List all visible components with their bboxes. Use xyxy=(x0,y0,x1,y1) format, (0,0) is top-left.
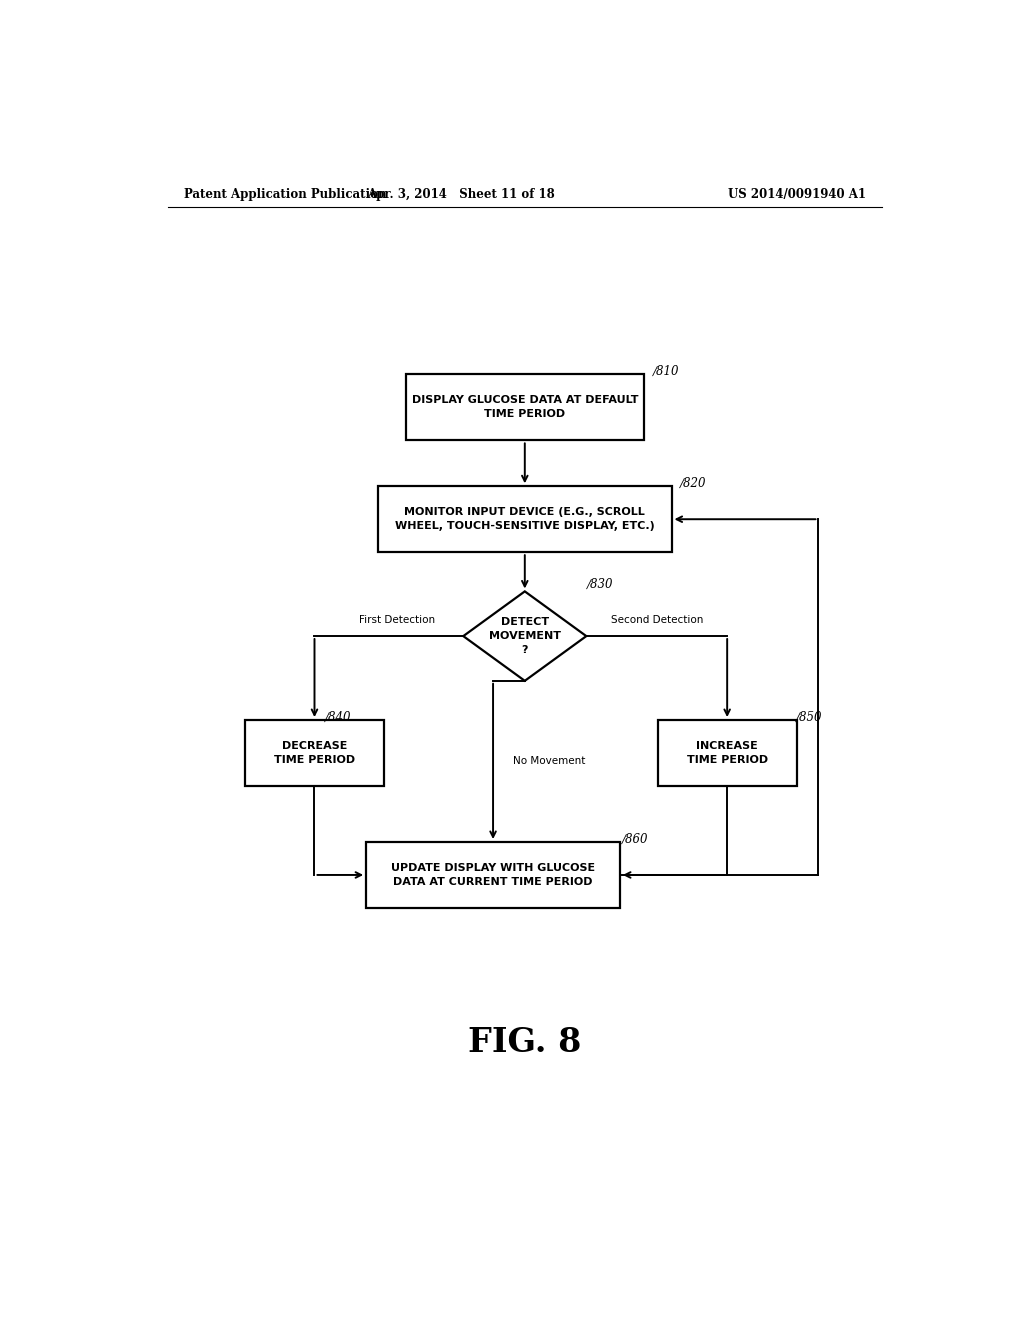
Text: INCREASE
TIME PERIOD: INCREASE TIME PERIOD xyxy=(687,741,768,766)
Text: No Movement: No Movement xyxy=(513,756,586,767)
Text: ∕860: ∕860 xyxy=(622,833,648,845)
Text: DISPLAY GLUCOSE DATA AT DEFAULT
TIME PERIOD: DISPLAY GLUCOSE DATA AT DEFAULT TIME PER… xyxy=(412,396,638,420)
Text: ∕850: ∕850 xyxy=(797,710,822,723)
FancyBboxPatch shape xyxy=(245,719,384,785)
FancyBboxPatch shape xyxy=(657,719,797,785)
Text: Patent Application Publication: Patent Application Publication xyxy=(183,189,386,202)
Text: First Detection: First Detection xyxy=(358,615,435,624)
Text: DECREASE
TIME PERIOD: DECREASE TIME PERIOD xyxy=(274,741,355,766)
FancyBboxPatch shape xyxy=(367,842,621,908)
FancyBboxPatch shape xyxy=(378,486,672,552)
Text: Apr. 3, 2014   Sheet 11 of 18: Apr. 3, 2014 Sheet 11 of 18 xyxy=(368,189,555,202)
Polygon shape xyxy=(463,591,587,681)
Text: DETECT
MOVEMENT
?: DETECT MOVEMENT ? xyxy=(488,618,561,655)
Text: MONITOR INPUT DEVICE (E.G., SCROLL
WHEEL, TOUCH-SENSITIVE DISPLAY, ETC.): MONITOR INPUT DEVICE (E.G., SCROLL WHEEL… xyxy=(395,507,654,531)
Text: ∕830: ∕830 xyxy=(587,578,613,591)
Text: ∕840: ∕840 xyxy=(325,710,351,723)
Text: UPDATE DISPLAY WITH GLUCOSE
DATA AT CURRENT TIME PERIOD: UPDATE DISPLAY WITH GLUCOSE DATA AT CURR… xyxy=(391,863,595,887)
Text: US 2014/0091940 A1: US 2014/0091940 A1 xyxy=(728,189,866,202)
Text: Second Detection: Second Detection xyxy=(610,615,702,624)
Text: FIG. 8: FIG. 8 xyxy=(468,1026,582,1059)
Text: ∕810: ∕810 xyxy=(653,364,680,378)
Text: ∕820: ∕820 xyxy=(680,477,707,490)
FancyBboxPatch shape xyxy=(406,375,644,441)
